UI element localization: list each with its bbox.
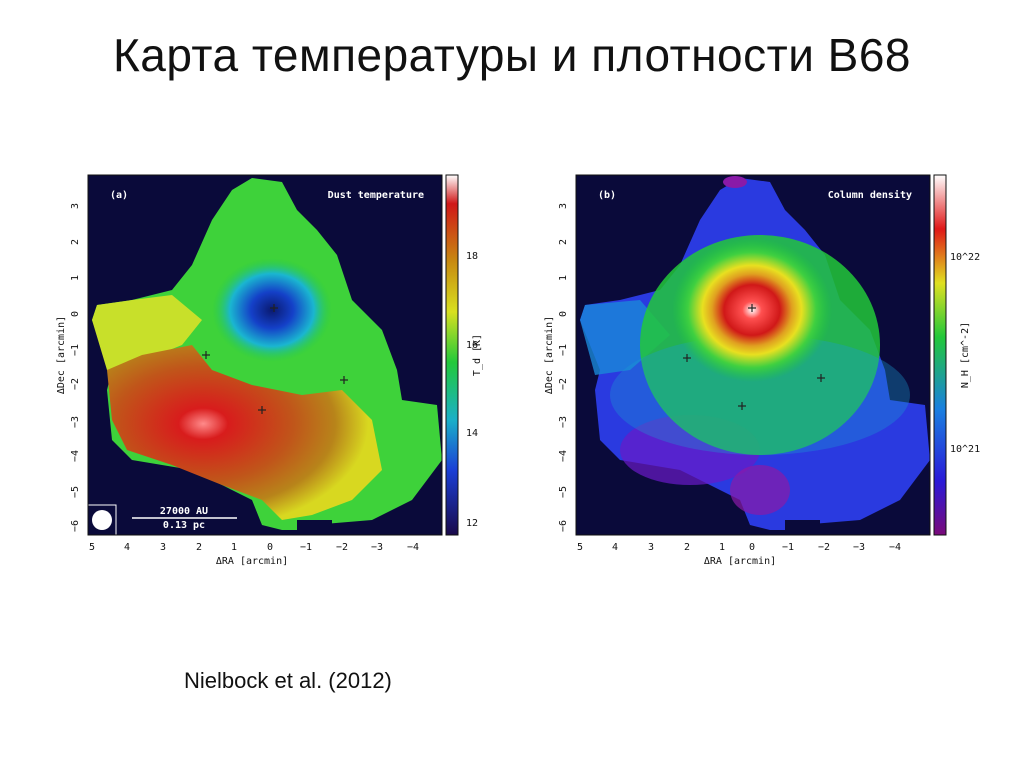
panel-name: Column density	[828, 189, 912, 201]
axes-frame	[575, 174, 931, 536]
scalebar-pc: 0.13 pc	[163, 520, 205, 531]
y-tick: −2	[70, 378, 81, 390]
x-tick: −2	[818, 542, 830, 553]
x-tick: 2	[196, 542, 202, 553]
warm-southern-region	[107, 345, 382, 520]
x-tick: 1	[231, 542, 237, 553]
colorbar-tick: 10^22	[950, 252, 980, 263]
source-markers	[683, 304, 825, 410]
x-tick: 3	[648, 542, 654, 553]
envelope-fade	[610, 335, 910, 455]
colorbar-tick: 10^21	[950, 444, 980, 455]
colorbar-tick: 12	[466, 518, 478, 529]
x-axis-label: ΔRA [arcmin]	[704, 556, 776, 567]
y-tick: −5	[558, 486, 569, 498]
y-tick: −3	[558, 416, 569, 428]
scalebar-au: 27000 AU	[160, 506, 208, 517]
y-tick: 1	[558, 275, 569, 281]
x-tick: 3	[160, 542, 166, 553]
column-density-map: (b) Column density 5 4 3 2 1 0 −1 −2 −3 …	[544, 174, 980, 567]
dust-temperature-map-figure: (a) Dust temperature 27000 AU 0.13 pc 5 …	[52, 170, 483, 570]
map-notch	[297, 520, 332, 535]
panel-name: Dust temperature	[328, 190, 424, 201]
axes-frame	[87, 174, 443, 536]
slide-title: Карта температуры и плотности B68	[112, 29, 912, 81]
cold-core	[212, 258, 332, 362]
column-density-map-figure: (b) Column density 5 4 3 2 1 0 −1 −2 −3 …	[540, 170, 980, 570]
western-lobe	[92, 295, 202, 370]
x-tick: 5	[89, 542, 95, 553]
colorbar-tick: 14	[466, 428, 478, 439]
magenta-tip	[723, 176, 747, 188]
y-tick: 2	[558, 239, 569, 245]
x-tick: −1	[300, 542, 312, 553]
x-tick-labels: 5 4 3 2 1 0 −1 −2 −3 −4	[89, 542, 419, 553]
x-tick: −3	[853, 542, 865, 553]
x-axis-label: ΔRA [arcmin]	[216, 556, 288, 567]
low-density-patch	[730, 465, 790, 515]
map-notch	[785, 520, 820, 535]
x-tick-labels: 5 4 3 2 1 0 −1 −2 −3 −4	[577, 542, 901, 553]
x-tick: 4	[124, 542, 130, 553]
citation: Nielbock et al. (2012)	[184, 668, 392, 693]
y-tick: −1	[558, 344, 569, 356]
x-tick: 0	[267, 542, 273, 553]
x-tick: 1	[719, 542, 725, 553]
colorbar-label: N_H [cm^-2]	[960, 322, 971, 388]
x-tick: 0	[749, 542, 755, 553]
source-markers	[202, 304, 348, 414]
y-tick: −2	[558, 378, 569, 390]
y-tick: 0	[70, 311, 81, 317]
y-tick: −1	[70, 344, 81, 356]
y-axis-label: ΔDec [arcmin]	[56, 316, 67, 394]
x-tick: −4	[889, 542, 901, 553]
panel-tag: (b)	[598, 190, 616, 201]
y-tick-labels: 3 2 1 0 −1 −2 −3 −4 −5 −6	[558, 203, 569, 532]
beam-icon	[92, 510, 112, 530]
x-tick: 4	[612, 542, 618, 553]
x-tick: 2	[684, 542, 690, 553]
x-tick: 5	[577, 542, 583, 553]
colorbar-ticks: 18 16 14 12	[466, 251, 478, 529]
colorbar-tick: 16	[466, 340, 478, 351]
dust-temperature-map: (a) Dust temperature 27000 AU 0.13 pc 5 …	[56, 174, 483, 567]
y-tick: −5	[70, 486, 81, 498]
colorbar-ticks: 10^22 10^21	[950, 252, 980, 455]
colorbar-tick: 18	[466, 251, 478, 262]
y-axis-label: ΔDec [arcmin]	[544, 316, 555, 394]
y-tick: 1	[70, 275, 81, 281]
y-tick: 3	[558, 203, 569, 209]
y-tick: 2	[70, 239, 81, 245]
y-tick: −6	[558, 520, 569, 532]
panel-tag: (a)	[110, 190, 128, 201]
y-tick-labels: 3 2 1 0 −1 −2 −3 −4 −5 −6	[70, 203, 81, 532]
y-tick: −4	[558, 450, 569, 462]
y-tick: −6	[70, 520, 81, 532]
colorbar	[445, 174, 459, 536]
colorbar-label: T_d [K]	[472, 334, 483, 376]
x-tick: −4	[407, 542, 419, 553]
x-tick: −2	[336, 542, 348, 553]
y-tick: 3	[70, 203, 81, 209]
colorbar	[933, 174, 947, 536]
y-tick: −3	[70, 416, 81, 428]
x-tick: −1	[782, 542, 794, 553]
y-tick: −4	[70, 450, 81, 462]
y-tick: 0	[558, 311, 569, 317]
x-tick: −3	[371, 542, 383, 553]
